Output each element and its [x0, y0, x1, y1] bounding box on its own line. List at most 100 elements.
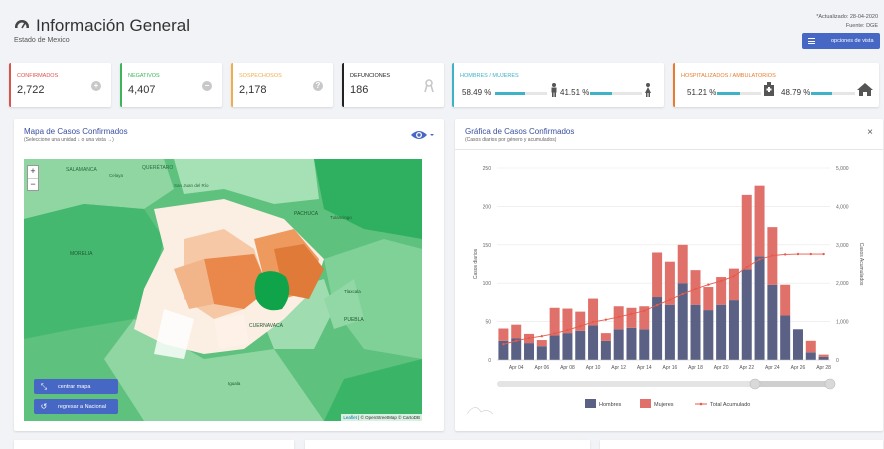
- card-label: NEGATIVOS: [128, 73, 160, 79]
- card-genero[interactable]: HOMBRES / MUJERES 58.49 % 41.51 %: [452, 63, 664, 107]
- card-label: CONFIRMADOS: [17, 73, 59, 79]
- bar-mujeres: [690, 270, 701, 305]
- bar-hombres: [562, 333, 573, 360]
- bar-hombres: [536, 346, 547, 360]
- card-hospitalizados[interactable]: HOSPITALIZADOS / AMBULATORIOS 51.21 % 48…: [673, 63, 879, 107]
- bar-hombres: [524, 343, 535, 360]
- eye-view-icon[interactable]: [410, 129, 434, 141]
- x-tick-label: Apr 14: [637, 365, 652, 371]
- cumulative-point: [527, 336, 531, 340]
- x-tick-label: Apr 24: [765, 365, 780, 371]
- card-negativos[interactable]: NEGATIVOS 4,407 −: [120, 63, 222, 107]
- bar-hombres: [690, 304, 701, 360]
- zoom-out-button[interactable]: −: [28, 178, 38, 190]
- y2-tick-label: 1,000: [836, 320, 849, 326]
- card-confirmados[interactable]: CONFIRMADOS 2,722 +: [9, 63, 111, 107]
- bar-mujeres: [818, 354, 829, 357]
- legend-label: Total Acumulado: [710, 402, 750, 408]
- updated-date: *Actualizado: 28-04-2020: [816, 14, 878, 20]
- place-label: Tlaxcala: [344, 289, 361, 294]
- y-tick-label: 100: [483, 281, 492, 287]
- chart-area: 0 50 100 150 200 250 0 1,000 2,000 3,000 4,000 5,00…: [455, 149, 883, 431]
- center-map-button[interactable]: ⤡ centrar mapa: [34, 379, 118, 394]
- card-label: SOSPECHOSOS: [239, 73, 282, 79]
- bar-hombres: [549, 335, 560, 360]
- cumulative-point: [502, 343, 505, 346]
- man-icon: [551, 83, 557, 97]
- compress-icon: ⤡: [40, 381, 48, 391]
- zoom-in-button[interactable]: +: [30, 166, 36, 176]
- zoom-control: + −: [27, 165, 39, 191]
- place-label: CUERNAVACA: [249, 323, 283, 329]
- bar-hombres: [511, 338, 522, 360]
- cumulative-point: [604, 318, 608, 321]
- chart-panel-title: Gráfica de Casos Confirmados: [465, 127, 575, 136]
- y-tick-label: 0: [488, 358, 491, 364]
- map-view[interactable]: SALAMANCA QUERÉTARO Celaya San Juan del …: [24, 159, 422, 421]
- bar-mujeres: [677, 244, 688, 284]
- page-subtitle: Estado de Mexico: [14, 37, 70, 44]
- map-panel-title: Mapa de Casos Confirmados: [24, 127, 128, 136]
- map-panel-subtitle: (Seleccione una unidad ↓ o una vista →): [24, 137, 114, 143]
- close-icon[interactable]: ×: [867, 127, 873, 138]
- card-sospechosos[interactable]: SOSPECHOSOS 2,178 ?: [231, 63, 333, 107]
- back-national-button[interactable]: ↺ regresar a Nacional: [34, 399, 118, 414]
- place-label: PUEBLA: [344, 317, 364, 323]
- x-tick-label: Apr 18: [688, 365, 703, 371]
- x-tick-label: Apr 08: [560, 365, 575, 371]
- bar-hombres: [754, 256, 765, 360]
- card-value: 186: [350, 84, 369, 96]
- cumulative-point: [745, 265, 748, 269]
- bar-mujeres: [588, 298, 599, 326]
- cumulative-point: [694, 287, 697, 291]
- bar-hombres: [716, 304, 727, 360]
- bottom-card: [600, 440, 883, 449]
- cumulative-point: [579, 325, 582, 328]
- bar-hombres: [639, 329, 650, 360]
- bar-mujeres: [536, 340, 547, 347]
- place-label: Tulancingo: [330, 215, 352, 220]
- cumulative-point: [771, 254, 774, 257]
- home-icon: [857, 83, 873, 96]
- bar-mujeres: [703, 287, 714, 311]
- card-value: 4,407: [128, 84, 156, 96]
- bar-hombres: [652, 297, 663, 360]
- map-layer: [24, 159, 422, 421]
- place-label: Celaya: [109, 173, 124, 178]
- bottom-card: [305, 440, 590, 449]
- bar-hombres: [741, 269, 752, 360]
- card-defunciones[interactable]: DEFUNCIONES 186: [342, 63, 444, 107]
- cumulative-point: [758, 258, 761, 261]
- cumulative-point: [783, 253, 787, 256]
- bar-hombres: [575, 330, 586, 360]
- y2-axis-label: Casos Acumulados: [858, 243, 864, 286]
- bar-hombres: [664, 304, 675, 360]
- y-axis-label: Casos diarios: [473, 248, 479, 279]
- leaflet-link[interactable]: Leaflet: [343, 415, 357, 420]
- bar-mujeres: [664, 261, 675, 305]
- cumulative-point: [643, 309, 646, 313]
- x-tick-label: Apr 28: [816, 365, 831, 371]
- view-options-button[interactable]: opciones de vista: [802, 33, 880, 49]
- place-label: SALAMANCA: [66, 167, 97, 173]
- bar-mujeres: [716, 277, 727, 305]
- cumulative-point: [732, 275, 736, 278]
- legend-label: Mujeres: [654, 402, 674, 408]
- view-options-label: opciones de vista: [831, 38, 874, 44]
- hospitalized-bar-fill: [717, 92, 740, 95]
- page-title: Información General: [36, 16, 191, 35]
- bar-hombres: [780, 315, 791, 360]
- x-tick-label: Apr 06: [534, 365, 549, 371]
- update-info: *Actualizado: 28-04-2020 Fuente: DGE: [816, 13, 878, 31]
- bar-hombres: [703, 310, 714, 360]
- cumulative-point: [681, 292, 684, 296]
- cumulative-point: [668, 298, 672, 301]
- cumulative-line: [503, 253, 824, 345]
- bar-mujeres: [652, 252, 663, 298]
- x-tick-label: Apr 10: [586, 365, 601, 371]
- ribbon-icon: [424, 79, 434, 93]
- bar-hombres: [588, 325, 599, 360]
- bar-mujeres: [600, 333, 611, 341]
- bar-mujeres: [754, 185, 765, 257]
- center-map-label: centrar mapa: [58, 383, 91, 390]
